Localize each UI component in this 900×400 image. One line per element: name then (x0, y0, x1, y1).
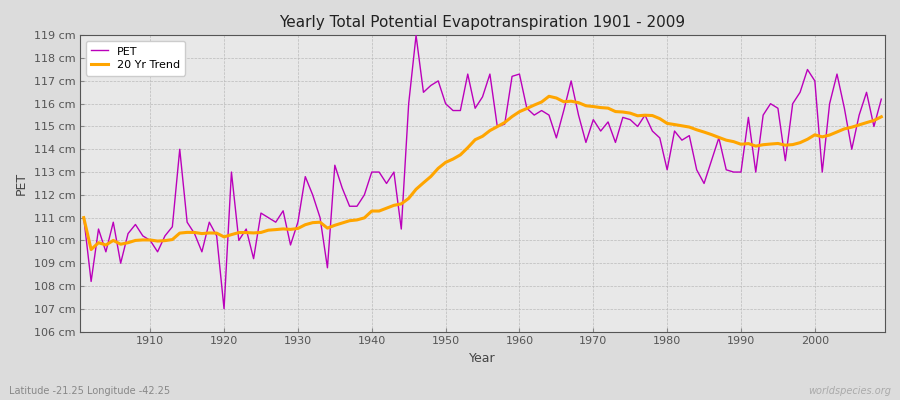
20 Yr Trend (544, 94, 554, 99)
PET (521, 106, 532, 111)
PET (78, 215, 89, 220)
Text: worldspecies.org: worldspecies.org (808, 386, 891, 396)
Text: Latitude -21.25 Longitude -42.25: Latitude -21.25 Longitude -42.25 (9, 386, 170, 396)
X-axis label: Year: Year (469, 352, 496, 365)
PET (138, 234, 148, 238)
PET (219, 306, 230, 311)
Line: PET: PET (84, 35, 881, 309)
PET (410, 33, 421, 38)
20 Yr Trend (876, 114, 886, 119)
20 Yr Trend (307, 220, 318, 225)
20 Yr Trend (352, 218, 363, 222)
PET (529, 113, 540, 118)
20 Yr Trend (78, 215, 89, 220)
PET (876, 97, 886, 102)
20 Yr Trend (617, 110, 628, 114)
Y-axis label: PET: PET (15, 172, 28, 195)
Line: 20 Yr Trend: 20 Yr Trend (84, 96, 881, 250)
Legend: PET, 20 Yr Trend: PET, 20 Yr Trend (86, 41, 185, 76)
20 Yr Trend (521, 106, 532, 111)
20 Yr Trend (145, 238, 156, 242)
Title: Yearly Total Potential Evapotranspiration 1901 - 2009: Yearly Total Potential Evapotranspiratio… (280, 15, 686, 30)
20 Yr Trend (86, 247, 96, 252)
20 Yr Trend (514, 109, 525, 114)
PET (352, 204, 363, 209)
PET (307, 192, 318, 197)
PET (617, 115, 628, 120)
